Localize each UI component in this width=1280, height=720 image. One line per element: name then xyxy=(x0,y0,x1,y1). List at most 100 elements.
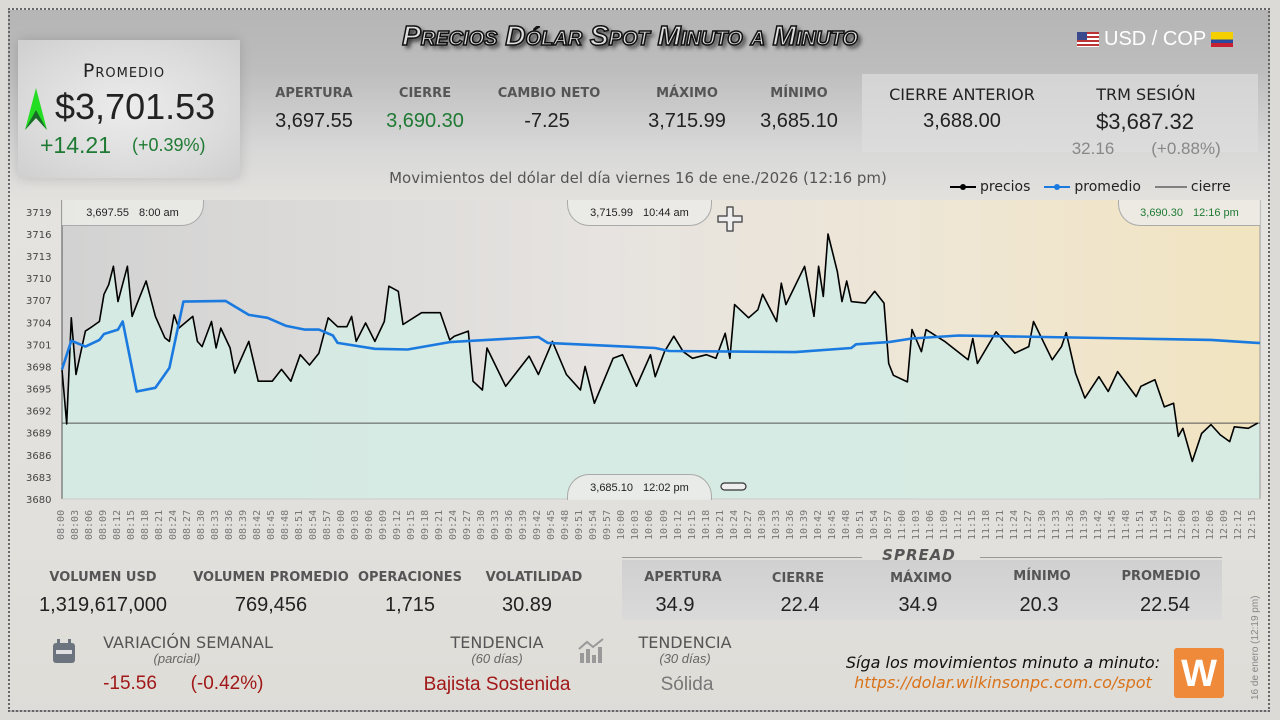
stat-value-maximo: 3,715.99 xyxy=(648,110,726,132)
x-tick-label: 12:09 xyxy=(1218,509,1230,540)
y-tick-label: 3710 xyxy=(26,274,51,285)
legend-promedio[interactable]: promedio xyxy=(1044,179,1141,195)
promedio-change: +14.21 xyxy=(40,132,111,158)
x-tick-label: 10:18 xyxy=(700,509,712,540)
legend-cierre[interactable]: cierre xyxy=(1154,179,1231,195)
x-tick-label: 12:00 xyxy=(1176,509,1188,540)
promedio-line-icon xyxy=(1044,184,1071,190)
spread-cierre-label: CIERRE xyxy=(771,571,825,586)
y-tick-label: 3683 xyxy=(26,473,51,484)
promo-link[interactable]: https://dolar.wilkinsonpc.com.co/spot xyxy=(854,673,1152,692)
zoom-out-icon[interactable] xyxy=(720,482,748,492)
x-tick-label: 11:39 xyxy=(1078,509,1090,540)
x-tick-label: 10:51 xyxy=(854,509,866,540)
x-tick-label: 09:30 xyxy=(476,509,488,540)
us-flag-icon xyxy=(1077,32,1099,47)
stat-value-minimo: 3,685.10 xyxy=(760,110,838,132)
x-tick-label: 11:33 xyxy=(1050,509,1062,540)
y-tick-label: 3689 xyxy=(26,429,51,440)
arrow-up-icon xyxy=(25,88,47,130)
x-tick-label: 09:39 xyxy=(518,509,530,540)
x-tick-label: 09:00 xyxy=(336,509,348,540)
currency-pair: USD / COP xyxy=(1077,28,1234,51)
pair-label: USD / COP xyxy=(1104,28,1207,50)
x-tick-label: 08:45 xyxy=(266,509,278,540)
weekly-label: VARIACIÓN SEMANAL xyxy=(103,633,273,652)
x-tick-label: 10:06 xyxy=(644,509,656,540)
stat-label-cambio-neto: CAMBIO NETO xyxy=(497,86,601,101)
zoom-in-icon[interactable] xyxy=(716,205,744,233)
trend30-label: TENDENCIA xyxy=(638,633,732,652)
max-annotation-time: 10:44 am xyxy=(642,206,689,219)
x-tick-label: 08:18 xyxy=(140,509,152,540)
x-tick-label: 08:36 xyxy=(224,509,236,540)
trend60-value: Bajista Sostenida xyxy=(423,674,571,695)
cierre-anterior-label: CIERRE ANTERIOR xyxy=(889,85,1035,104)
wilkinson-logo[interactable]: W xyxy=(1174,648,1224,698)
cierre-line-icon xyxy=(1154,186,1187,188)
x-tick-label: 11:36 xyxy=(1064,509,1076,540)
logo-letter: W xyxy=(1181,653,1217,695)
stat-label-cierre: CIERRE xyxy=(398,86,452,101)
x-tick-label: 10:54 xyxy=(868,509,880,540)
x-tick-label: 11:09 xyxy=(938,509,950,540)
x-tick-label: 08:51 xyxy=(294,509,306,540)
min-annotation: 3,685.10 12:02 pm xyxy=(567,474,712,500)
y-tick-label: 3698 xyxy=(26,362,51,373)
reference-panel xyxy=(862,74,1258,152)
trend-chart-icon xyxy=(578,638,604,663)
x-tick-label: 11:00 xyxy=(896,509,908,540)
x-tick-label: 12:06 xyxy=(1204,509,1216,540)
x-tick-label: 09:57 xyxy=(602,509,614,540)
y-tick-label: 3695 xyxy=(26,385,51,396)
weekly-sub: (parcial) xyxy=(153,651,201,666)
trm-value: $3,687.32 xyxy=(1096,109,1194,134)
x-tick-label: 11:42 xyxy=(1092,509,1104,540)
last-annotation-time: 12:16 pm xyxy=(1192,206,1239,219)
volumen-promedio-label: VOLUMEN PROMEDIO xyxy=(193,570,349,585)
x-tick-label: 09:51 xyxy=(574,509,586,540)
x-tick-label: 08:00 xyxy=(56,509,67,540)
spread-minimo-label: MÍNIMO xyxy=(1013,569,1071,584)
open-annotation: 3,697.55 8:00 am xyxy=(62,200,204,226)
promedio-value: $3,701.53 xyxy=(55,86,216,127)
x-tick-label: 10:27 xyxy=(742,509,754,540)
volumen-usd-label: VOLUMEN USD xyxy=(49,570,157,585)
x-tick-label: 08:09 xyxy=(98,509,110,540)
x-tick-label: 10:09 xyxy=(658,509,670,540)
operaciones-label: OPERACIONES xyxy=(357,570,463,585)
trm-change: 32.16 xyxy=(1071,139,1115,158)
x-tick-label: 08:21 xyxy=(154,509,166,540)
legend-precios[interactable]: precios xyxy=(950,179,1030,195)
cierre-anterior-value: 3,688.00 xyxy=(923,110,1001,132)
y-tick-label: 3713 xyxy=(26,252,51,263)
x-tick-label: 09:36 xyxy=(504,509,516,540)
x-tick-label: 09:24 xyxy=(448,509,460,540)
volatilidad-value: 30.89 xyxy=(501,594,553,616)
y-tick-label: 3719 xyxy=(26,208,51,219)
spread-panel xyxy=(622,560,1222,620)
y-tick-label: 3692 xyxy=(26,407,51,418)
x-tick-label: 10:12 xyxy=(672,509,684,540)
x-tick-label: 12:03 xyxy=(1190,509,1202,540)
legend-promedio-label: promedio xyxy=(1074,179,1141,195)
page-title: Precios Dólar Spot Minuto a Minuto xyxy=(401,19,858,52)
x-tick-label: 09:09 xyxy=(378,509,390,540)
x-tick-label: 10:30 xyxy=(756,509,768,540)
stat-value-apertura: 3,697.55 xyxy=(275,110,353,132)
x-tick-label: 10:36 xyxy=(784,509,796,540)
stat-label-maximo: MÁXIMO xyxy=(656,86,718,101)
spread-divider-left xyxy=(622,557,862,558)
x-tick-label: 08:42 xyxy=(252,509,264,540)
spread-apertura-value: 34.9 xyxy=(655,594,695,616)
y-tick-label: 3716 xyxy=(26,230,51,241)
price-chart[interactable]: 3680 3683 3686 3689 3692 3695 3698 3701 3704 3707… xyxy=(0,195,1280,555)
x-tick-label: 11:30 xyxy=(1036,509,1048,540)
x-tick-label: 09:27 xyxy=(462,509,474,540)
x-tick-label: 10:48 xyxy=(840,509,852,540)
x-tick-label: 09:42 xyxy=(532,509,544,540)
x-tick-label: 11:03 xyxy=(910,509,922,540)
x-tick-label: 11:21 xyxy=(994,509,1006,540)
x-tick-label: 10:03 xyxy=(630,509,642,540)
y-tick-label: 3701 xyxy=(26,340,51,351)
